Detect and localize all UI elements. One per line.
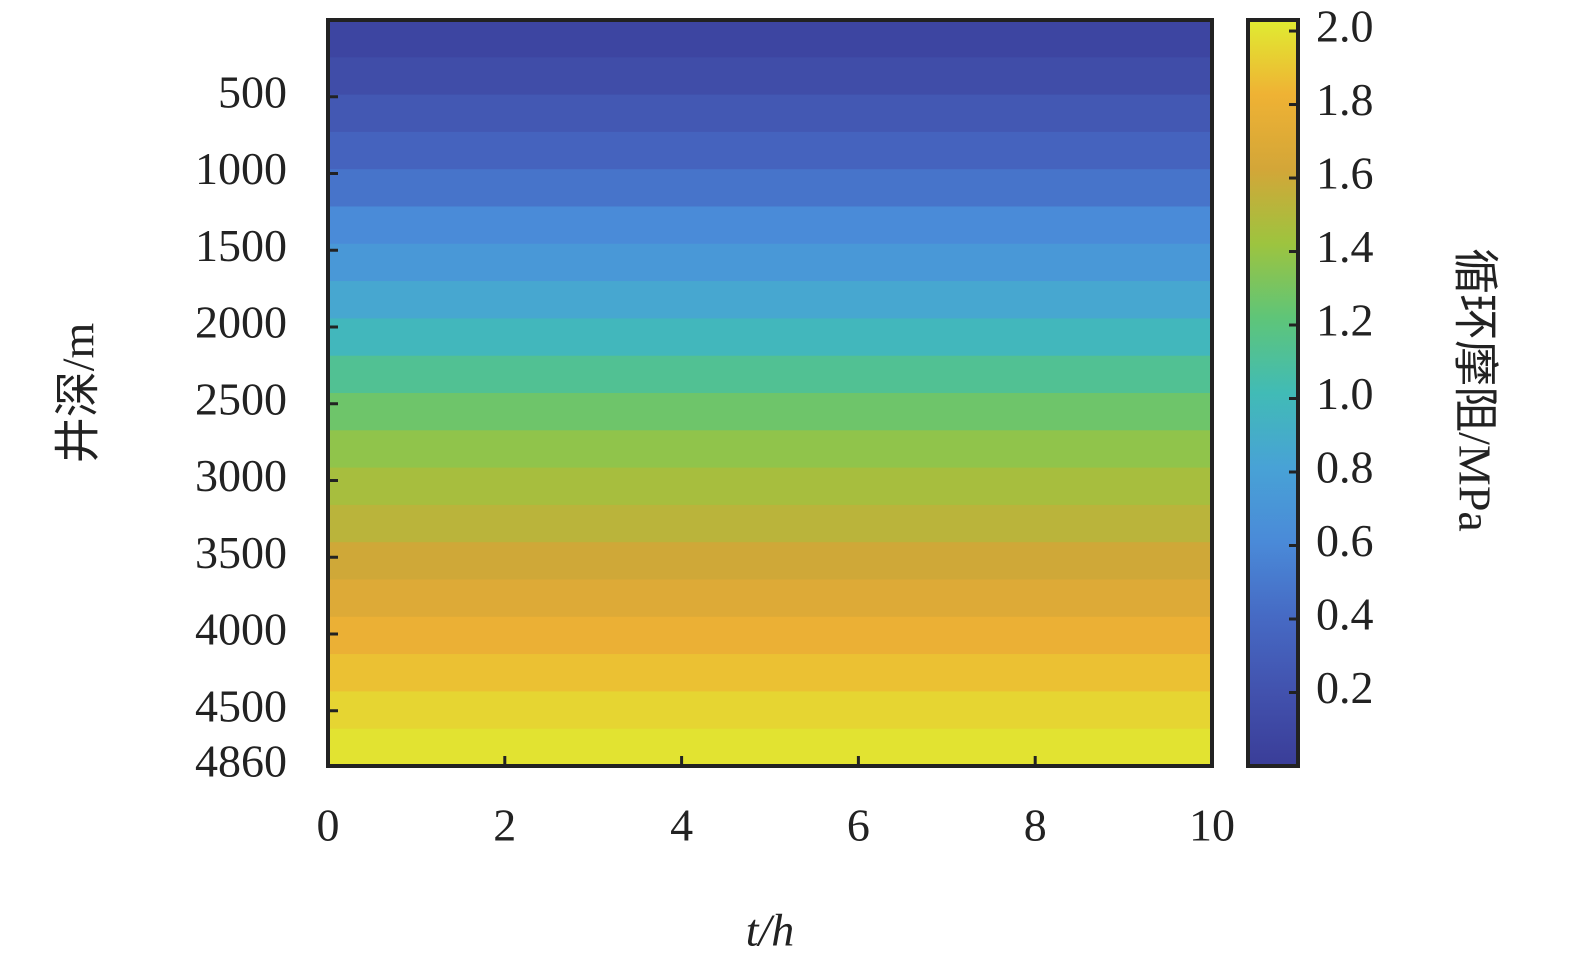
x-tick-label: 6 (847, 800, 870, 851)
heat-cell (328, 355, 1213, 394)
y-tick-label: 4000 (195, 604, 287, 655)
plot-frame (326, 18, 1214, 768)
colorbar-tick-label: 1.0 (1316, 368, 1374, 419)
heat-cell (328, 467, 1213, 506)
heat-cell (328, 691, 1213, 730)
colorbar-tick-label: 0.4 (1316, 589, 1374, 640)
y-axis-label: 井深/m (53, 323, 104, 464)
heat-cell (328, 169, 1213, 208)
colorbar (1246, 18, 1300, 768)
y-tick-label: 1500 (195, 220, 287, 271)
y-tick-label: 500 (218, 66, 287, 117)
heat-cell (328, 579, 1213, 618)
y-tick-label: 2500 (195, 373, 287, 424)
y-tick-label: 4500 (195, 680, 287, 731)
colorbar-tick-label: 0.6 (1316, 515, 1374, 566)
heat-cell (328, 206, 1213, 245)
heat-cell (328, 393, 1213, 431)
x-tick-label: 10 (1189, 800, 1235, 851)
heat-cell (328, 728, 1213, 767)
colorbar-tick-label: 1.8 (1316, 74, 1374, 125)
colorbar-label: 循环摩阻/MPa (1449, 248, 1500, 532)
heat-cell (328, 57, 1213, 96)
heat-cell (328, 94, 1213, 133)
colorbar-tick-label: 0.2 (1316, 662, 1374, 713)
colorbar-tick-label: 2.0 (1316, 1, 1374, 52)
heat-cell (328, 616, 1213, 655)
y-tick-label: 4860 (195, 736, 287, 787)
heat-cell (328, 243, 1213, 282)
y-tick-label: 2000 (195, 297, 287, 348)
heat-cell (328, 542, 1213, 581)
colorbar-tick-label: 1.4 (1316, 221, 1374, 272)
colorbar-tick-label: 0.8 (1316, 442, 1374, 493)
colorbar-tick-label: 1.2 (1316, 295, 1374, 346)
x-tick-label: 8 (1024, 800, 1047, 851)
y-tick-label: 3000 (195, 450, 287, 501)
x-tick-label: 0 (317, 800, 340, 851)
heat-cell (328, 430, 1213, 469)
x-tick-label: 4 (670, 800, 693, 851)
y-tick-label: 1000 (195, 143, 287, 194)
heat-cell (328, 504, 1213, 543)
y-tick-label: 3500 (195, 527, 287, 578)
heat-cell (328, 20, 1213, 58)
x-axis-label: t/h (746, 905, 795, 956)
x-tick-label: 2 (493, 800, 516, 851)
heat-cell (328, 318, 1213, 357)
heat-cell (328, 654, 1213, 692)
heat-cell (328, 131, 1213, 170)
heat-cell (328, 281, 1213, 319)
colorbar-tick-label: 1.6 (1316, 148, 1374, 199)
